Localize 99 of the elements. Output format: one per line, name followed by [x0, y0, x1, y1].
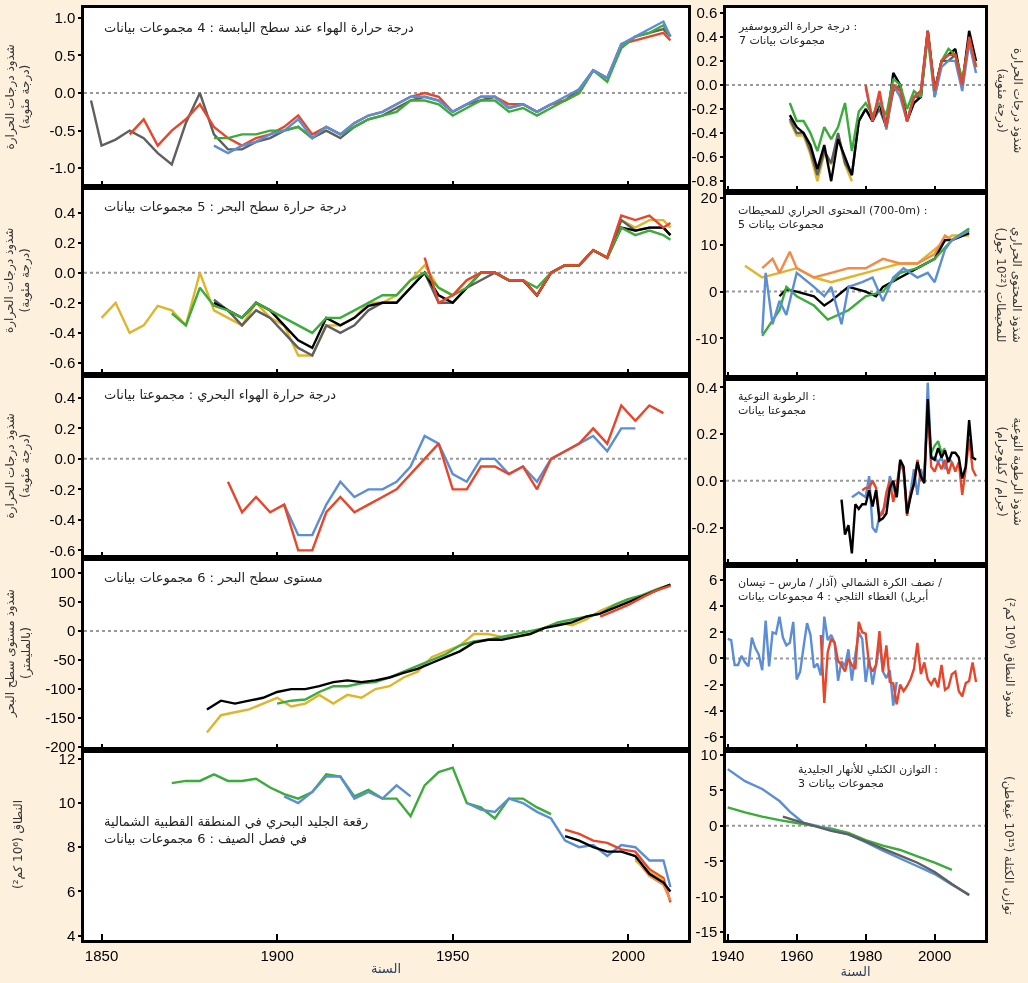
- text: درجة حرارة الهواء عند سطح اليابسة : 4 مجموعات بيانات: [104, 20, 415, 36]
- y-tick-label: -4: [703, 702, 718, 720]
- text: نصف الكرة الشمالي (آذار / مارس – نيسان / أبريل) الغطاء الثلجي : 4 مجموعات بيانات: [738, 575, 943, 604]
- y-axis-title: شذوذ درجات الحرارة (درجة مئوية): [2, 227, 33, 333]
- y-tick-label: 1.0: [54, 9, 76, 27]
- y-tick-label: -0.6: [49, 354, 76, 372]
- y-axis-title: شذوذ درجات الحرارة (درجة مئوية): [2, 413, 34, 519]
- y-axis-title: النطاق (10⁶ كم²): [11, 799, 25, 889]
- y-tick-label: 10: [700, 236, 718, 254]
- y-tick-label: -0.6: [691, 148, 718, 166]
- y-tick-label: -150: [45, 709, 76, 727]
- line-series: [634, 857, 672, 902]
- line-series: [423, 214, 672, 305]
- x-tick-label: 2000: [917, 946, 952, 964]
- y-tick-label: 0.0: [54, 84, 76, 102]
- y-tick-label: 0.2: [696, 52, 718, 70]
- y-tick-label: -5: [703, 852, 718, 870]
- y-tick-label: 20: [700, 189, 718, 207]
- y-tick-label: 0.0: [696, 76, 718, 94]
- x-tick-label: 1950: [436, 946, 470, 964]
- y-tick-label: 6: [708, 571, 718, 589]
- y-tick-label: 0: [708, 817, 718, 835]
- y-tick-label: 4: [66, 926, 76, 944]
- line-series: [563, 828, 672, 904]
- y-tick-label: 100: [50, 564, 76, 582]
- text: مستوى سطح البحر : 6 مجموعات بيانات: [104, 570, 323, 586]
- y-tick-label: -0.8: [691, 172, 718, 190]
- y-tick-label: 0: [708, 649, 718, 667]
- y-tick-label: 0: [66, 622, 76, 640]
- y-tick-label: -0.5: [49, 121, 76, 139]
- y-tick-label: -0.2: [691, 100, 718, 118]
- y-tick-label: 0.2: [54, 419, 76, 437]
- line-series: [930, 439, 947, 454]
- line-series: [563, 834, 672, 893]
- y-axis-title: شذوذ المحتوى الحراري للمحيطات (10²² جول): [993, 227, 1024, 343]
- y-tick-label: 0.6: [696, 4, 718, 22]
- x-tick-label: 1960: [780, 946, 814, 964]
- text: درجة حرارة سطح البحر : 5 مجموعات بيانات: [104, 199, 347, 215]
- y-tick-label: 0.4: [54, 203, 76, 221]
- line-series: [726, 806, 954, 872]
- y-tick-label: -15: [695, 923, 718, 941]
- x-tick-label: 1940: [711, 946, 745, 964]
- y-tick-label: 0.0: [54, 450, 76, 468]
- y-tick-label: 5: [708, 781, 718, 799]
- y-tick-label: 6: [66, 882, 76, 900]
- y-axis-title: توازن الكتلة (10¹⁵ غيغاطن): [1001, 776, 1016, 915]
- y-tick-label: 0.0: [54, 263, 76, 281]
- line-series: [226, 404, 665, 552]
- y-tick-label: 10: [58, 794, 76, 812]
- y-tick-label: -100: [45, 680, 76, 698]
- x-tick-label: 1900: [260, 946, 294, 964]
- y-axis-title: شذوذ مستوى سطح البحر (بالمليمتر): [3, 589, 34, 718]
- y-tick-label: 0.2: [54, 233, 76, 251]
- y-tick-label: 4: [708, 597, 718, 615]
- line-series: [840, 397, 978, 555]
- y-tick-label: 0.2: [696, 425, 718, 443]
- y-axis-title: شذوذ درجات الحرارة (درجة مئوية): [994, 48, 1025, 154]
- line-series: [778, 231, 971, 307]
- y-tick-label: -1.0: [49, 159, 76, 177]
- text: درجة حرارة التروبوسفير : 7 مجموعات بيانات: [738, 20, 858, 48]
- x-tick-label: 2000: [611, 946, 645, 964]
- y-tick-label: 10: [700, 746, 718, 764]
- y-tick-label: 0.4: [696, 28, 718, 46]
- y-tick-label: -6: [703, 728, 718, 746]
- y-tick-label: 0.0: [696, 472, 718, 490]
- y-tick-label: 0: [708, 282, 718, 300]
- y-tick-label: 0.4: [696, 378, 718, 396]
- y-tick-label: -0.2: [691, 518, 718, 536]
- x-tick-label: 1850: [84, 946, 119, 964]
- y-tick-label: 2: [708, 623, 718, 641]
- y-tick-label: -0.2: [49, 294, 76, 312]
- text: الرطوبة النوعية : مجموعتا بيانات: [738, 390, 816, 418]
- x-axis-title: السنة: [840, 963, 871, 979]
- y-axis-title: شذوذ درجات الحرارة (درجة مئوية): [2, 44, 34, 150]
- y-tick-label: 0.4: [54, 389, 76, 407]
- text: التوازن الكتلي للأنهار الجليدية : 3 مجموعات بيانات: [798, 762, 939, 791]
- text: درجة حرارة الهواء البحري : مجموعتا بيانات: [104, 387, 337, 403]
- y-tick-label: -0.4: [49, 511, 76, 529]
- text: رقعة الجليد البحري في المنطقة القطبية الشمالية في فصل الصيف : 6 مجموعات بيانات: [104, 814, 369, 847]
- line-series: [726, 615, 898, 707]
- y-tick-label: 8: [66, 838, 76, 856]
- y-axis-title: شذوذ النطاق (10⁶ كم²): [1001, 597, 1017, 718]
- text: المحتوى الحراري للمحيطات (0-700m) : 5 مجموعات بيانات: [738, 204, 928, 232]
- y-tick-label: -0.4: [49, 324, 76, 342]
- y-tick-label: -2: [703, 675, 718, 693]
- y-tick-label: -0.6: [49, 541, 76, 559]
- line-series: [781, 815, 971, 897]
- line-series: [819, 620, 978, 706]
- y-tick-label: -0.4: [691, 124, 718, 142]
- y-axis-title: شذوذ الرطوبة النوعية (جرام / كيلوجرام): [993, 417, 1025, 526]
- y-tick-label: 50: [58, 593, 76, 611]
- y-tick-label: -10: [695, 888, 718, 905]
- x-tick-label: 1980: [848, 946, 883, 964]
- y-tick-label: 0.5: [54, 46, 76, 64]
- y-tick-label: -50: [53, 651, 76, 669]
- x-axis-title: السنة: [370, 961, 402, 977]
- y-tick-label: -0.2: [49, 480, 76, 498]
- line-series: [599, 584, 672, 618]
- y-tick-label: -10: [695, 329, 718, 347]
